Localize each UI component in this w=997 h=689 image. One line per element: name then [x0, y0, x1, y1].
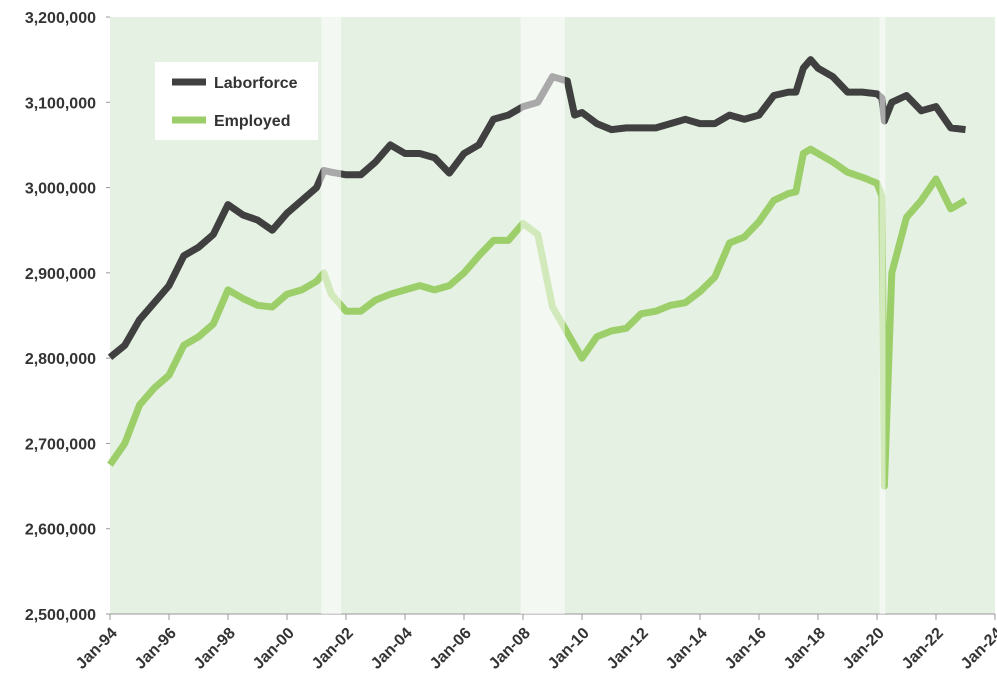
- x-tick-label: Jan-14: [663, 625, 711, 673]
- x-tick-label: Jan-94: [73, 625, 121, 673]
- y-tick-label: 3,200,000: [25, 10, 96, 27]
- y-tick-label: 2,900,000: [25, 266, 96, 283]
- x-tick-label: Jan-02: [309, 625, 357, 673]
- series-line: [107, 145, 968, 490]
- y-tick-label: 3,000,000: [25, 181, 96, 198]
- y-tick-label: 2,500,000: [25, 607, 96, 624]
- x-tick-label: Jan-16: [722, 625, 770, 673]
- x-tick-label: Jan-20: [840, 625, 888, 673]
- x-tick-label: Jan-06: [427, 625, 475, 673]
- x-tick-label: Jan-98: [191, 625, 239, 673]
- recession-band: [879, 17, 886, 614]
- series-line: [107, 56, 966, 361]
- x-tick-label: Jan-08: [486, 625, 534, 673]
- legend-box: [155, 62, 318, 140]
- legend: Laborforce Employed: [155, 62, 318, 140]
- recession-band: [520, 17, 565, 614]
- legend-label: Employed: [214, 113, 290, 130]
- x-tick-label: Jan-00: [250, 625, 298, 673]
- legend-label: Laborforce: [214, 75, 298, 92]
- y-tick-label: 2,600,000: [25, 522, 96, 539]
- y-tick-label: 2,800,000: [25, 351, 96, 368]
- x-tick-label: Jan-18: [781, 625, 829, 673]
- x-tick-label: Jan-12: [604, 625, 652, 673]
- x-tick-label: Jan-10: [545, 625, 593, 673]
- y-tick-label: 2,700,000: [25, 436, 96, 453]
- x-tick-label: Jan-96: [132, 625, 180, 673]
- recession-band: [321, 17, 342, 614]
- y-tick-label: 3,100,000: [25, 95, 96, 112]
- x-tick-label: Jan-22: [899, 625, 947, 673]
- x-tick-label: Jan-24: [958, 625, 997, 673]
- x-tick-label: Jan-04: [368, 625, 416, 673]
